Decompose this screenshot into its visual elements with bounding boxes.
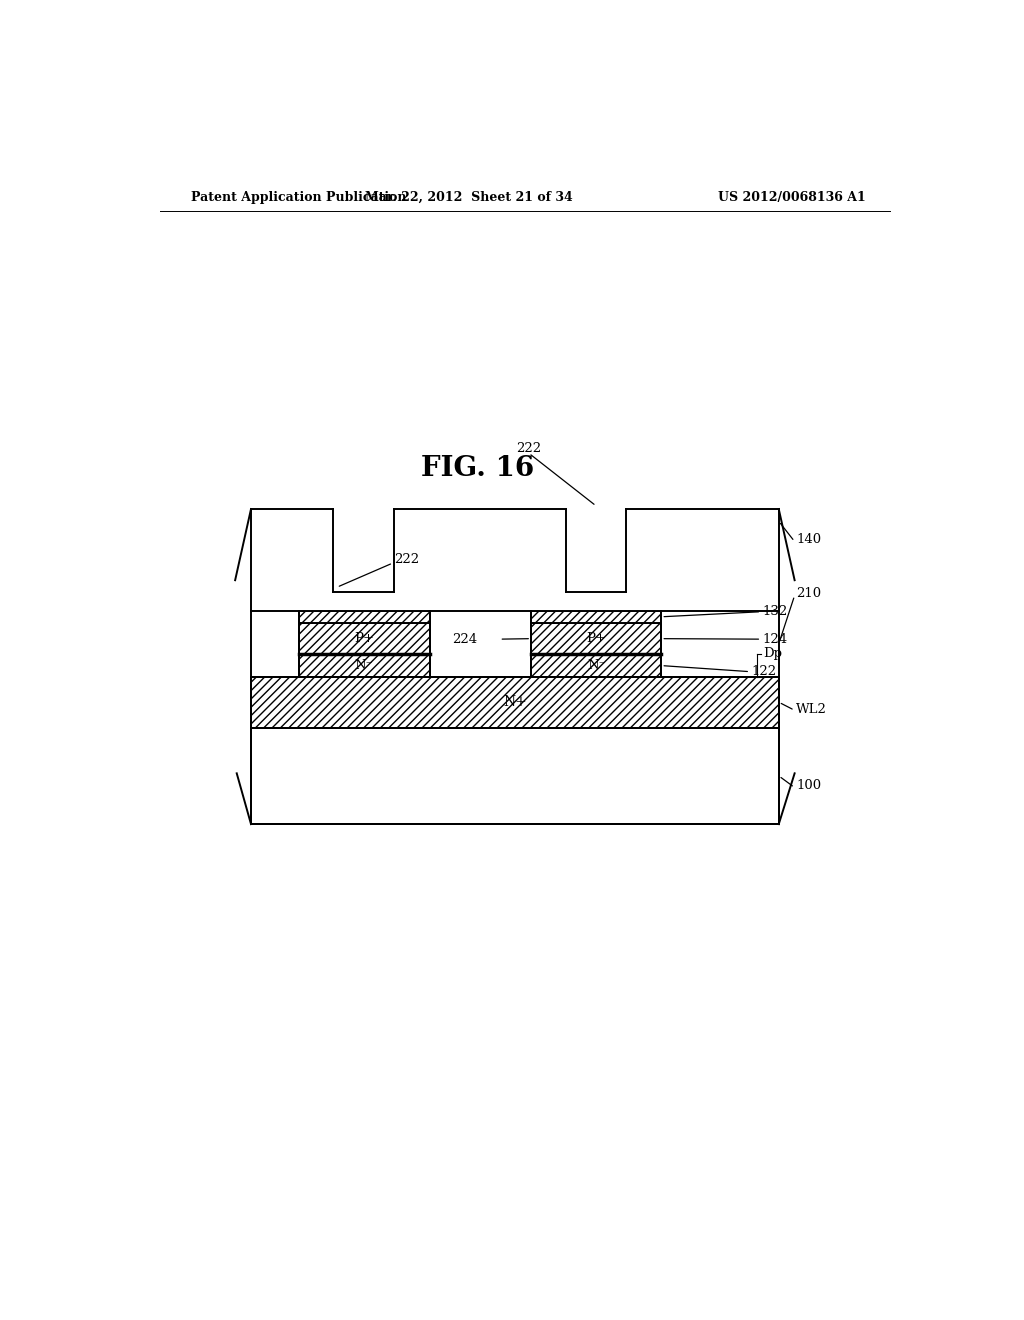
Bar: [531, 655, 662, 677]
Text: 222: 222: [394, 553, 419, 566]
Text: 210: 210: [797, 587, 821, 599]
Text: P+: P+: [586, 632, 606, 645]
Text: Mar. 22, 2012  Sheet 21 of 34: Mar. 22, 2012 Sheet 21 of 34: [366, 190, 573, 203]
Text: N⁻: N⁻: [354, 659, 374, 672]
Text: 132: 132: [763, 605, 788, 618]
Bar: [251, 727, 778, 824]
Bar: [251, 611, 778, 677]
Text: N⁻: N⁻: [587, 659, 605, 672]
Bar: [333, 510, 394, 593]
Bar: [299, 623, 430, 655]
Text: FIG. 16: FIG. 16: [421, 455, 534, 482]
Text: Patent Application Publication: Patent Application Publication: [191, 190, 407, 203]
Bar: [531, 611, 662, 623]
Bar: [251, 510, 778, 611]
Text: Dp: Dp: [763, 647, 782, 660]
Text: 124: 124: [763, 632, 788, 645]
Text: 222: 222: [516, 442, 542, 454]
Text: 140: 140: [797, 533, 821, 546]
Text: US 2012/0068136 A1: US 2012/0068136 A1: [718, 190, 866, 203]
Bar: [566, 510, 627, 593]
Bar: [251, 677, 778, 727]
Text: 224: 224: [452, 632, 477, 645]
Text: WL2: WL2: [797, 702, 827, 715]
Bar: [299, 655, 430, 677]
Text: 122: 122: [752, 665, 777, 678]
Bar: [299, 611, 430, 623]
Text: 100: 100: [797, 779, 821, 792]
Text: N+: N+: [503, 696, 526, 709]
Text: P+: P+: [354, 632, 374, 645]
Bar: [531, 623, 662, 655]
